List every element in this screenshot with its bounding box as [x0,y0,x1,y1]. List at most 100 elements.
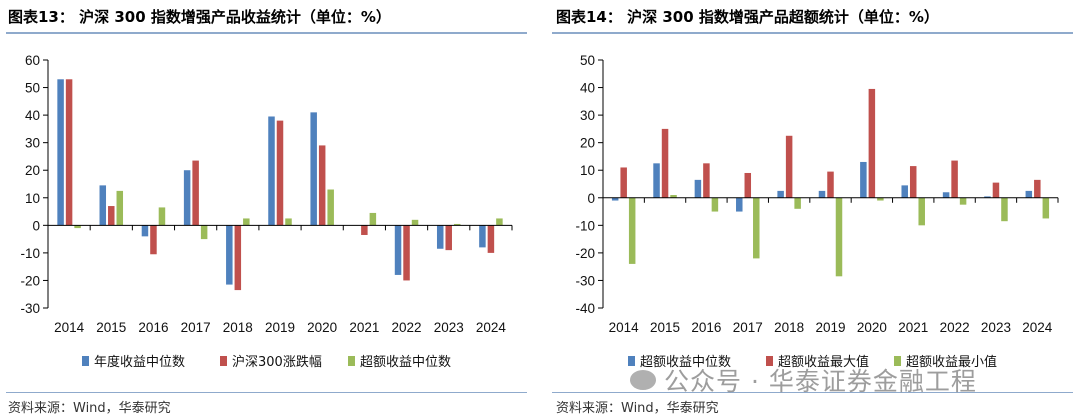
chart-14-bar-超额收益最大值-2023 [992,182,1000,198]
chart-14-bar-超额收益最小值-2019 [835,197,843,277]
chart-14-bottom-rule [552,392,1073,393]
chart-14-bar-超额收益中位数-2017 [736,197,743,212]
chart-14-bar-超额收益最大值-2020 [868,88,876,198]
chart-13-bar-沪深300涨跌幅-2015 [108,206,115,226]
chart-14-bar-超额收益最大值-2021 [909,166,917,198]
chart-14-bar-超额收益最大值-2024 [1034,179,1041,198]
chart-14-bar-超额收益最大值-2014 [620,167,627,198]
chart-13-legend-label-0: 年度收益中位数 [94,354,185,370]
chart-13-xtick-label-2018: 2018 [223,320,253,335]
wechat-icon [630,370,656,390]
chart-13-xtick-label-2014: 2014 [54,320,85,335]
chart-13-ytick-label: 30 [25,136,40,151]
chart-14-bar-超额收益中位数-2023 [984,196,991,198]
chart-13-bar-年度收益中位数-2018 [226,225,233,285]
chart-13-xtick-label-2017: 2017 [181,320,211,335]
chart-13-xtick-label-2015: 2015 [96,320,126,335]
chart-13-bar-沪深300涨跌幅-2019 [276,120,284,226]
chart-13-bar-超额收益中位数-2018 [243,218,250,226]
chart-13-ytick-label: -10 [20,246,40,261]
chart-13-title-rule [6,32,527,34]
chart-14-xtick-label-2022: 2022 [940,320,970,335]
chart-14-ytick-label: 20 [580,136,595,151]
chart-14-xtick-label-2023: 2023 [981,320,1011,335]
chart-13-legend-label-2: 超额收益中位数 [360,355,451,370]
chart-13-ytick-label: 40 [25,108,40,123]
chart-14-bar-超额收益最小值-2024 [1042,197,1050,219]
chart-13-bar-沪深300涨跌幅-2017 [192,160,199,226]
chart-13-bottom-rule [6,392,527,393]
chart-13-xtick-label-2020: 2020 [307,320,337,335]
chart-13-bar-超额收益中位数-2015 [116,190,124,226]
chart-13-bar-超额收益中位数-2024 [496,218,503,226]
chart-13-plot: -30 -20 -10 0 10 20 30 40 50 60 2014 2015 2016 2017 20… [20,53,513,370]
chart-13-xtick-label-2022: 2022 [392,320,422,335]
chart-14-bar-超额收益中位数-2021 [901,185,908,198]
chart-14-bar-超额收益最大值-2019 [827,171,834,198]
chart-14-bar-超额收益中位数-2018 [777,190,784,198]
chart-13-bar-年度收益中位数-2024 [479,225,486,248]
chart-13-bar-年度收益中位数-2015 [99,185,107,226]
chart-14-ytick-label: -10 [575,218,595,233]
chart-13-bar-年度收益中位数-2016 [141,225,149,237]
chart-14-bar-超额收益最小值-2018 [794,197,801,209]
chart-14-ytick-label: 10 [580,163,595,178]
chart-14-xtick-label-2020: 2020 [857,320,887,335]
watermark: 公众号 · 华泰证券金融工程 [630,362,977,398]
chart-14-bar-超额收益中位数-2022 [942,192,950,198]
chart-13-bar-年度收益中位数-2017 [183,170,191,226]
chart-14-legend-label-2: 超额收益最小值 [906,354,997,370]
chart-14-bar-超额收益最大值-2022 [951,160,958,198]
chart-13-bar-超额收益中位数-2021 [369,212,377,226]
chart-13-ytick-label: -30 [20,301,40,316]
chart-14-xtick-label-2019: 2019 [815,320,845,335]
chart-14-bar-超额收益中位数-2015 [653,163,660,198]
chart-14-xtick-label-2016: 2016 [691,320,721,335]
chart-13-legend-swatch-0 [82,356,89,366]
chart-14-xtick-label-2015: 2015 [650,320,680,335]
chart-13-bar-沪深300涨跌幅-2021 [361,225,368,235]
chart-13-bar-沪深300涨跌幅-2022 [403,225,410,281]
chart-13-ytick-label: 20 [25,163,40,178]
chart-14-xtick-label-2018: 2018 [774,320,804,335]
chart-14-plot: -40 -30 -20 -10 0 10 20 30 40 50 2014 2015 2016 2017 2… [575,53,1059,370]
chart-13-xtick-label-2016: 2016 [138,320,168,335]
chart-14-bar-超额收益最小值-2014 [628,197,636,264]
chart-14-ytick-label: -30 [575,273,595,288]
chart-14-ytick-label: -40 [575,301,595,316]
chart-14-legend-label-0: 超额收益中位数 [640,355,731,370]
chart-13-xtick-label-2023: 2023 [434,320,464,335]
chart-14-ytick-label: 30 [580,108,595,123]
chart-13-title: 图表13： 沪深 300 指数增强产品收益统计（单位：%） [8,8,391,26]
chart-13-bar-超额收益中位数-2014 [74,225,81,229]
chart-14-ytick-label: 40 [580,81,595,96]
chart-14-bar-超额收益最小值-2015 [670,195,677,198]
chart-14-xtick-label-2024: 2024 [1022,320,1053,335]
chart-13-bar-年度收益中位数-2019 [268,116,275,226]
chart-14-xtick-label-2017: 2017 [733,320,763,335]
chart-14-legend-swatch-1 [766,356,773,366]
chart-13-legend-label-1: 沪深300涨跌幅 [232,354,322,370]
chart-14-bar-超额收益中位数-2024 [1025,190,1033,198]
chart-14-bar-超额收益最小值-2017 [753,197,760,259]
chart-13-bar-超额收益中位数-2022 [411,219,419,226]
chart-13-bar-沪深300涨跌幅-2020 [318,145,326,226]
chart-14-xtick-label-2014: 2014 [609,320,640,335]
chart-13-xtick-label-2019: 2019 [265,320,295,335]
chart-13-xtick-label-2021: 2021 [349,320,379,335]
chart-14-bar-超额收益中位数-2014 [611,197,619,201]
chart-14-legend-swatch-0 [628,356,635,366]
chart-14-legend-label-1: 超额收益最大值 [778,354,869,370]
chart-14-ytick-label: 50 [580,53,595,68]
chart-13-ytick-label: 0 [32,218,40,233]
chart-13-ytick-label: 10 [25,191,40,206]
chart-13-source: 资料来源：Wind，华泰研究 [8,401,171,416]
chart-13-bar-年度收益中位数-2023 [436,225,444,249]
chart-13-bar-超额收益中位数-2019 [285,218,292,226]
chart-14-bar-超额收益中位数-2019 [818,190,826,198]
chart-14-bar-超额收益最小值-2022 [959,197,967,205]
chart-14-ytick-label: 0 [587,191,595,206]
chart-13-ytick-label: 60 [25,53,40,68]
chart-14-title: 图表14： 沪深 300 指数增强产品超额统计（单位：%） [556,8,939,26]
chart-14-ytick-label: -20 [575,246,595,261]
